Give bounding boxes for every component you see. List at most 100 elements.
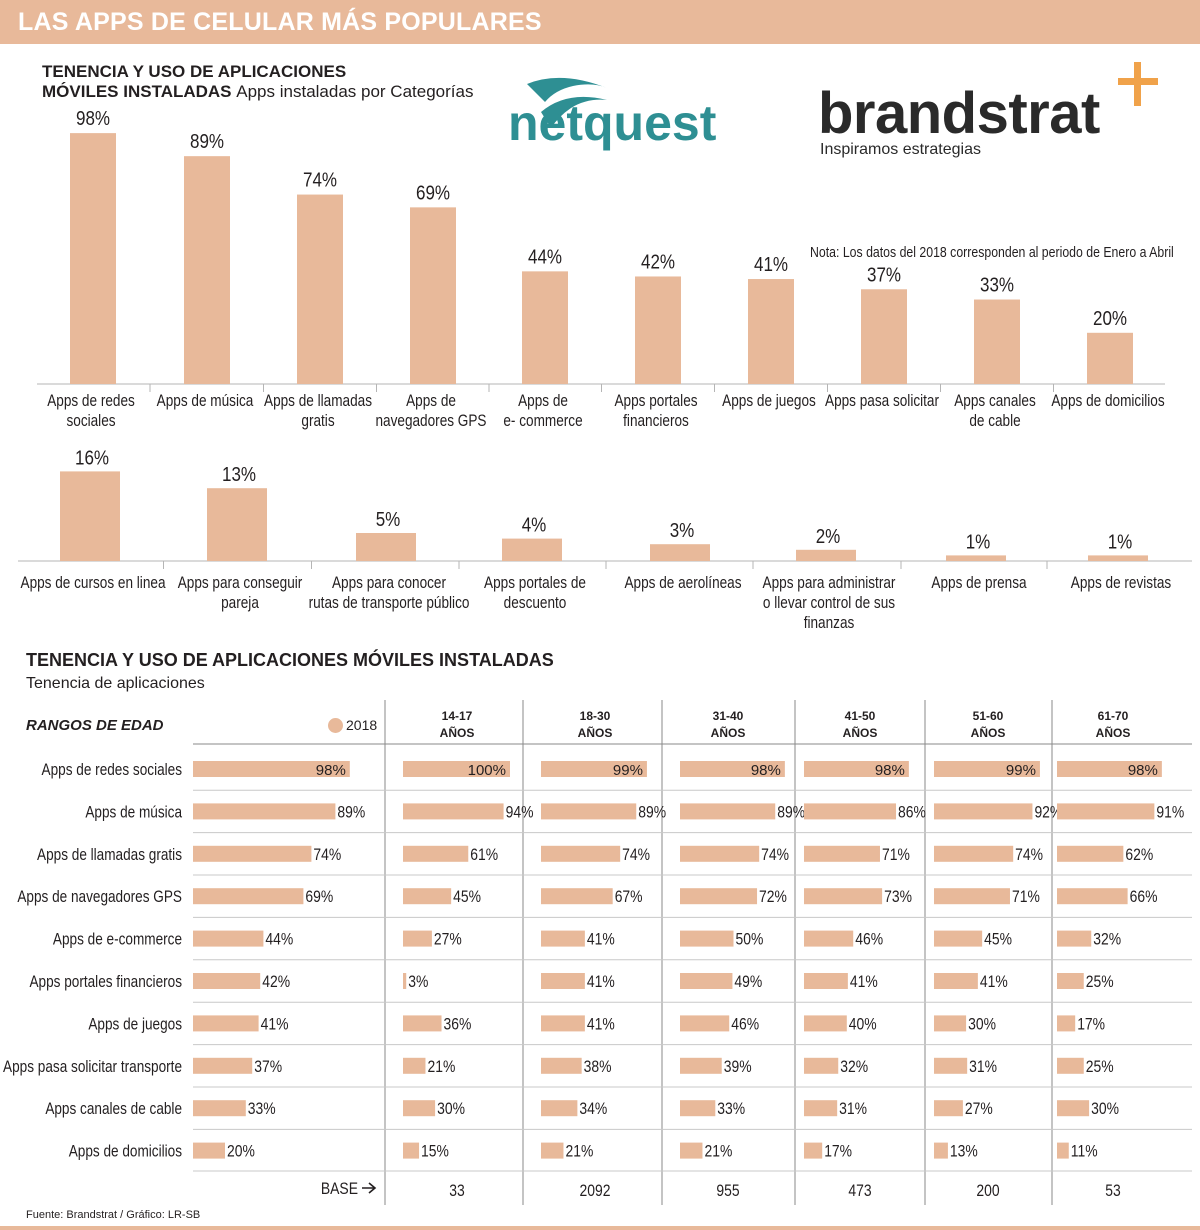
- table-bar: [403, 1142, 420, 1159]
- chart2-value-label: 1%: [1108, 530, 1133, 553]
- chart2-bar: [650, 544, 710, 561]
- table-row-label: Apps de música: [85, 803, 182, 822]
- chart1-value-label: 74%: [303, 168, 337, 191]
- table-bar: [680, 761, 785, 777]
- chart1-category-label: Apps de juegos: [722, 392, 816, 411]
- table-bar: [1057, 761, 1162, 777]
- table-value-label: 25%: [1086, 1058, 1114, 1077]
- table-row-label: Apps pasa solicitar transporte: [3, 1057, 182, 1076]
- chart2-bar: [502, 538, 562, 561]
- age-table-chart: 14-17 AÑOS 18-30 AÑOS 31-40 AÑOS 41-50 AÑOS 51-6…: [3, 700, 1192, 1205]
- arrow-right-icon: [362, 1182, 377, 1194]
- table-bar: [934, 973, 978, 989]
- table-bar: [541, 1142, 564, 1159]
- bar-chart-bottom: 16% Apps de cursos en linea 13% Apps para c…: [18, 446, 1192, 633]
- table-value-label: 74%: [1015, 846, 1043, 865]
- table-bar: [680, 1142, 703, 1159]
- chart2-category-label: pareja: [221, 594, 259, 613]
- table-bar: [193, 1015, 259, 1032]
- table-value-label: 41%: [587, 1015, 615, 1034]
- table-row-label: Apps de e-commerce: [53, 930, 182, 949]
- table-column-header: 51-60: [973, 709, 1004, 723]
- table-column-header: 31-40: [713, 709, 744, 723]
- table-column-header: AÑOS: [1096, 725, 1131, 740]
- chart1-category-label: Apps de: [406, 392, 456, 411]
- table-value-label: 41%: [587, 973, 615, 992]
- chart1-category-label: Apps de redes: [47, 392, 135, 411]
- table-bar: [541, 1100, 578, 1117]
- table-value-label: 61%: [470, 846, 498, 865]
- table-value-label: 69%: [305, 888, 333, 907]
- section2-title: TENENCIA Y USO DE APLICACIONES MÓVILES I…: [26, 650, 554, 670]
- table-value-label: 32%: [840, 1058, 868, 1077]
- chart1-category-label: Apps canales: [954, 392, 1036, 411]
- table-value-label: 66%: [1130, 888, 1158, 907]
- chart2-category-label: Apps portales de: [484, 574, 586, 593]
- chart2-category-label: Apps para conseguir: [178, 574, 303, 593]
- table-bar: [804, 888, 883, 905]
- table-bar: [403, 888, 452, 905]
- table-bar: [804, 973, 848, 989]
- chart1-value-label: 98%: [76, 107, 110, 130]
- base-value: 200: [976, 1182, 1000, 1201]
- chart2-value-label: 5%: [376, 508, 401, 531]
- table-row-label: Apps de navegadores GPS: [17, 888, 182, 907]
- table-value-label: 39%: [724, 1058, 752, 1077]
- chart1-category-label: de cable: [969, 412, 1020, 431]
- table-value-label: 34%: [579, 1100, 607, 1119]
- table-bar: [804, 1100, 838, 1117]
- chart2-category-label: finanzas: [804, 614, 855, 633]
- chart2-category-label: Apps de prensa: [931, 574, 1027, 593]
- table-bar: [541, 973, 585, 989]
- table-bar: [934, 1142, 948, 1159]
- table-bar: [403, 930, 432, 947]
- table-value-label: 41%: [980, 973, 1008, 992]
- chart2-bar: [946, 555, 1006, 561]
- chart2-bar: [60, 471, 120, 561]
- base-value: 53: [1105, 1182, 1120, 1201]
- table-value-label: 100%: [468, 762, 506, 779]
- brandstrat-plus-icon: [1118, 62, 1158, 106]
- chart1-value-label: 37%: [867, 263, 901, 286]
- table-value-label: 98%: [1128, 762, 1158, 779]
- table-value-label: 30%: [1091, 1100, 1119, 1119]
- chart1-value-label: 41%: [754, 253, 788, 276]
- table-value-label: 41%: [850, 973, 878, 992]
- chart-note: Nota: Los datos del 2018 corresponden al…: [810, 244, 1174, 261]
- table-row-label: Apps de domicilios: [69, 1142, 183, 1161]
- table-value-label: 17%: [824, 1142, 852, 1161]
- chart2-category-label: o llevar control de sus: [763, 594, 895, 613]
- brandstrat-tagline: Inspiramos estrategias: [820, 141, 981, 158]
- chart2-bar: [796, 549, 856, 561]
- table-bar: [804, 1057, 839, 1074]
- chart1-value-label: 89%: [190, 130, 224, 153]
- chart2-category-label: Apps para administrar: [763, 574, 896, 593]
- table-value-label: 62%: [1125, 846, 1153, 865]
- chart1-bar: [861, 289, 907, 384]
- table-bar: [193, 1057, 253, 1074]
- table-value-label: 89%: [337, 803, 365, 822]
- table-row-label: Apps portales financieros: [29, 973, 182, 992]
- table-bar: [541, 845, 621, 862]
- table-bar: [541, 1015, 585, 1032]
- table-bar: [934, 1015, 967, 1032]
- table-bar: [680, 888, 758, 905]
- table-value-label: 27%: [965, 1100, 993, 1119]
- table-bar: [193, 930, 264, 947]
- chart2-bar: [356, 533, 416, 561]
- table-value-label: 89%: [638, 803, 666, 822]
- table-value-label: 15%: [421, 1142, 449, 1161]
- chart1-value-label: 20%: [1093, 306, 1127, 329]
- table-value-label: 41%: [587, 930, 615, 949]
- table-value-label: 89%: [777, 803, 805, 822]
- chart2-value-label: 3%: [670, 519, 695, 542]
- table-column-header: AÑOS: [971, 725, 1006, 740]
- chart2-bar: [1088, 555, 1148, 561]
- chart2-value-label: 1%: [966, 530, 991, 553]
- table-bar: [934, 761, 1040, 777]
- netquest-logo: netquest: [508, 95, 717, 151]
- chart2-category-label: Apps de cursos en linea: [21, 574, 166, 593]
- chart1-bar: [297, 194, 343, 384]
- table-value-label: 17%: [1077, 1015, 1105, 1034]
- table-bar: [804, 761, 909, 777]
